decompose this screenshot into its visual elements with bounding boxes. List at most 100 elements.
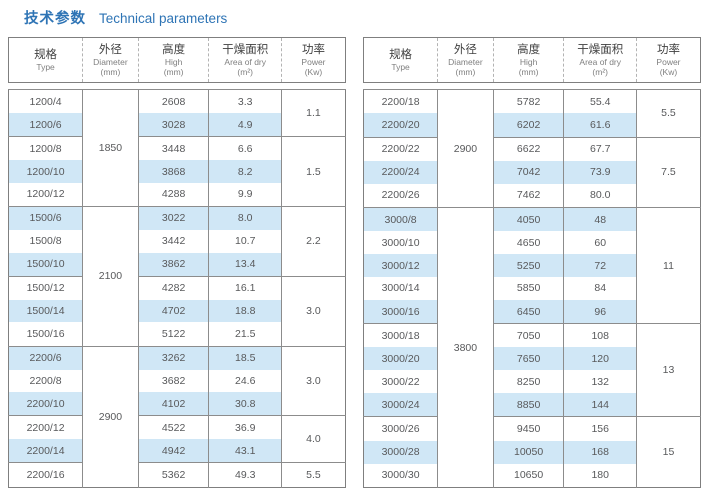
table-row: 3000/30 10650 180	[364, 463, 701, 488]
area-cell: 49.3	[208, 462, 282, 488]
data-table-left: 1200/4 1850 2608 3.3 1.1 1200/6 3028 4.9 1200/8 3…	[8, 88, 346, 488]
area-cell: 6.6	[208, 136, 282, 161]
header-power: 功率 Power (Kw)	[280, 37, 346, 83]
header-type-en: Type	[391, 62, 410, 73]
power-cell: 11	[635, 207, 701, 324]
high-cell: 7050	[492, 323, 564, 348]
type-cell: 3000/18	[363, 323, 438, 348]
area-cell: 8.2	[208, 160, 282, 183]
high-cell: 5850	[492, 277, 564, 300]
area-cell: 168	[563, 440, 637, 464]
table-header-left: 规格 Type 外径 Diameter (mm) 高度 High (mm)	[8, 37, 346, 83]
page-title: 技术参数 Technical parameters	[24, 7, 701, 28]
high-cell: 3862	[137, 252, 209, 277]
area-cell: 108	[563, 323, 637, 348]
table-row: 3000/12 5250 72	[363, 254, 701, 278]
type-cell: 1200/6	[8, 113, 83, 137]
high-cell: 4650	[492, 231, 564, 255]
table-row: 2200/24 7042 73.9	[363, 160, 701, 184]
power-cell: 7.5	[635, 136, 701, 208]
diameter-cell: 3800	[437, 207, 494, 488]
header-power-en: Power	[656, 57, 681, 67]
table-row: 2200/26 7462 80.0	[364, 183, 701, 208]
table-row: 1500/10 3862 13.4	[8, 252, 346, 277]
table-row: 3000/20 7650 120	[363, 347, 701, 371]
table-row: 1200/6 3028 4.9	[8, 113, 346, 137]
high-cell: 6622	[492, 136, 564, 161]
area-cell: 18.8	[208, 299, 282, 323]
high-cell: 5782	[492, 89, 564, 114]
table-row: 1500/16 5122 21.5	[9, 322, 346, 346]
high-cell: 7042	[492, 160, 564, 184]
area-cell: 30.8	[208, 392, 282, 416]
high-cell: 4282	[137, 275, 209, 300]
table-header-right: 规格 Type 外径 Diameter (mm) 高度 High (mm)	[363, 37, 701, 83]
high-cell: 4942	[137, 439, 209, 463]
table-row: 2200/22 6622 67.7 7.5	[363, 136, 701, 208]
area-cell: 180	[563, 463, 637, 488]
table-row: 1200/12 4288 9.9	[9, 182, 346, 207]
table-row: 3000/28 10050 168	[363, 440, 701, 464]
high-cell: 4288	[137, 182, 209, 207]
area-cell: 24.6	[208, 369, 282, 393]
area-cell: 48	[563, 207, 637, 232]
high-cell: 5362	[137, 462, 209, 488]
type-cell: 2200/24	[363, 160, 438, 184]
power-cell: 13	[635, 323, 701, 417]
header-diameter: 外径 Diameter (mm)	[82, 37, 139, 83]
high-cell: 3448	[137, 136, 209, 161]
header-diameter-en: Diameter	[448, 57, 483, 67]
high-cell: 7462	[492, 183, 564, 208]
header-area-unit: (m²)	[237, 67, 253, 78]
power-cell: 1.5	[280, 136, 346, 207]
high-cell: 7650	[492, 347, 564, 371]
diameter-cell: 2900	[437, 88, 494, 208]
header-high-unit: (mm)	[518, 67, 539, 78]
type-cell: 3000/24	[363, 393, 438, 417]
area-cell: 8.0	[208, 205, 282, 231]
parameters-table-right: 规格 Type 外径 Diameter (mm) 高度 High (mm)	[363, 37, 701, 488]
high-cell: 3262	[137, 345, 209, 370]
type-cell: 2200/26	[381, 189, 420, 202]
type-cell: 1200/8	[8, 136, 83, 161]
high-cell: 6450	[492, 299, 564, 324]
type-cell: 1200/10	[8, 160, 83, 183]
header-type-zh: 规格	[389, 48, 413, 61]
power-cell: 1.1	[280, 88, 346, 137]
table-row: 2200/18 2900 5782 55.4 5.5	[363, 88, 701, 208]
header-diameter-zh: 外径	[98, 43, 122, 56]
area-cell: 3.3	[208, 89, 282, 114]
header-type-zh: 规格	[34, 48, 58, 61]
high-cell: 8850	[492, 393, 564, 417]
table-row: 2200/16 5362 49.3 5.5	[8, 462, 346, 488]
header-area-zh: 干燥面积	[577, 43, 624, 56]
header-diameter-zh: 外径	[453, 43, 477, 56]
high-cell: 5250	[492, 254, 564, 278]
area-cell: 55.4	[563, 89, 637, 114]
high-cell: 10650	[492, 463, 564, 488]
type-cell: 2200/20	[363, 113, 438, 138]
area-cell: 132	[563, 370, 637, 394]
high-cell: 10050	[492, 440, 564, 464]
type-cell: 3000/26	[363, 416, 438, 441]
table-row: 1500/6 2100 3022 8.0 2.2	[8, 205, 346, 346]
type-cell: 3000/20	[363, 347, 438, 371]
header-high: 高度 High (mm)	[137, 37, 209, 83]
area-cell: 36.9	[208, 415, 282, 440]
tables-container: 规格 Type 外径 Diameter (mm) 高度 High (mm)	[8, 37, 701, 488]
area-cell: 84	[563, 277, 637, 300]
area-cell: 72	[563, 254, 637, 278]
table-row: 3000/16 6450 96	[363, 299, 701, 324]
header-type-en: Type	[36, 62, 55, 73]
type-cell: 1200/12	[26, 188, 65, 201]
table-row: 3000/8 3800 4050 48 11	[363, 207, 701, 488]
type-cell: 1500/14	[8, 299, 83, 323]
type-cell: 1500/6	[8, 205, 83, 231]
header-power-unit: (Kw)	[304, 67, 323, 78]
area-cell: 43.1	[208, 439, 282, 463]
header-area: 干燥面积 Area of dry (m²)	[208, 37, 282, 83]
area-cell: 13.4	[208, 252, 282, 277]
area-cell: 10.7	[208, 230, 282, 253]
table-row: 3000/22 8250 132	[364, 370, 701, 394]
power-cell: 15	[635, 416, 701, 488]
